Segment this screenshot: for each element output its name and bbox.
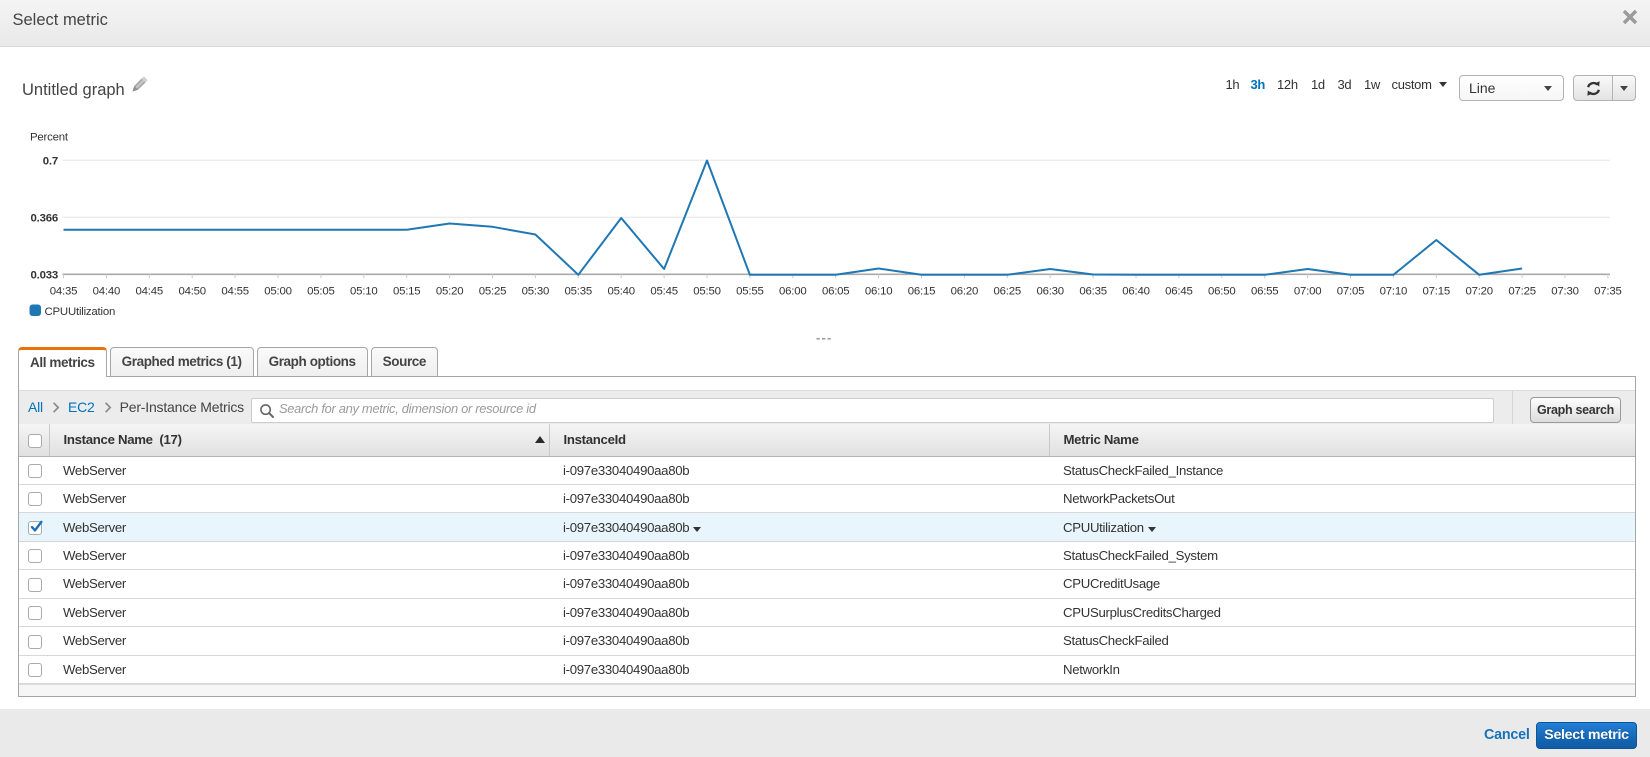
svg-text:CPUUtilization: CPUUtilization [45,306,116,318]
svg-text:06:50: 06:50 [1208,286,1236,298]
svg-text:04:35: 04:35 [50,286,78,298]
svg-text:07:20: 07:20 [1465,286,1493,298]
svg-text:0.366: 0.366 [30,212,58,224]
svg-text:0.7: 0.7 [43,156,58,168]
svg-text:05:50: 05:50 [693,286,721,298]
svg-text:06:10: 06:10 [865,286,893,298]
svg-text:06:40: 06:40 [1122,286,1150,298]
svg-text:05:05: 05:05 [307,286,335,298]
svg-text:05:30: 05:30 [522,286,550,298]
svg-text:06:55: 06:55 [1251,286,1279,298]
svg-text:07:00: 07:00 [1294,286,1322,298]
svg-text:07:25: 07:25 [1508,286,1536,298]
svg-text:05:00: 05:00 [264,286,292,298]
svg-text:05:25: 05:25 [479,286,507,298]
svg-text:Percent: Percent [30,132,69,144]
svg-text:05:20: 05:20 [436,286,464,298]
svg-text:04:50: 04:50 [178,286,206,298]
svg-text:06:25: 06:25 [994,286,1022,298]
svg-text:04:55: 04:55 [221,286,249,298]
svg-text:06:05: 06:05 [822,286,850,298]
svg-text:05:10: 05:10 [350,286,378,298]
svg-text:06:45: 06:45 [1165,286,1193,298]
svg-text:06:20: 06:20 [951,286,979,298]
svg-text:07:10: 07:10 [1380,286,1408,298]
svg-text:06:30: 06:30 [1036,286,1064,298]
svg-text:0.033: 0.033 [30,270,58,282]
svg-text:07:35: 07:35 [1594,286,1622,298]
svg-text:06:15: 06:15 [908,286,936,298]
svg-text:05:40: 05:40 [607,286,635,298]
svg-text:07:30: 07:30 [1551,286,1579,298]
svg-text:05:15: 05:15 [393,286,421,298]
svg-text:07:15: 07:15 [1423,286,1451,298]
svg-text:06:00: 06:00 [779,286,807,298]
svg-text:04:45: 04:45 [136,286,164,298]
svg-text:05:55: 05:55 [736,286,764,298]
svg-text:05:35: 05:35 [565,286,593,298]
svg-text:07:05: 07:05 [1337,286,1365,298]
svg-text:04:40: 04:40 [93,286,121,298]
svg-text:06:35: 06:35 [1079,286,1107,298]
svg-text:05:45: 05:45 [650,286,678,298]
